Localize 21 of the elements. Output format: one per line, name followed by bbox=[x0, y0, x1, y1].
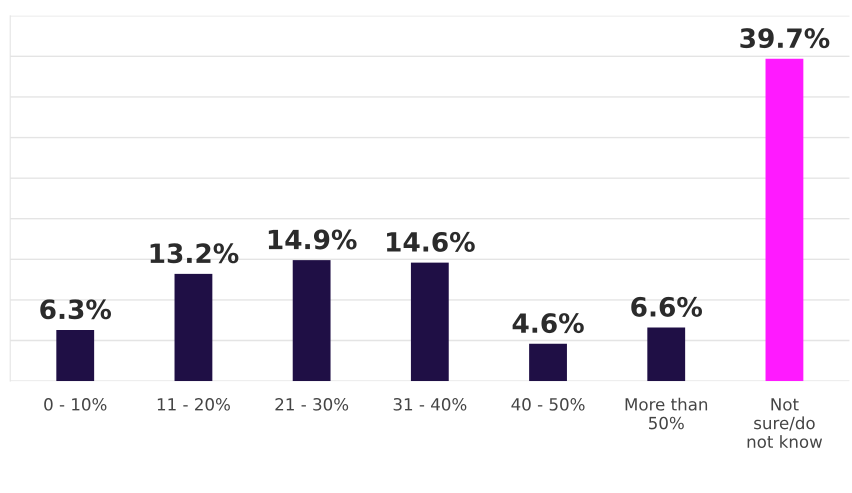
x-tick-label: 31 - 40% bbox=[394, 398, 466, 411]
bar bbox=[647, 328, 686, 382]
bar bbox=[529, 344, 567, 382]
bar bbox=[766, 58, 804, 382]
data-label: 6.6% bbox=[631, 296, 702, 317]
data-label: 13.2% bbox=[150, 243, 238, 264]
data-label: 39.7% bbox=[740, 28, 830, 48]
x-tick-label: Not sure/do not know bbox=[748, 398, 822, 448]
x-tick-label: 40 - 50% bbox=[511, 398, 585, 411]
bar bbox=[56, 330, 94, 382]
bar bbox=[410, 262, 449, 382]
data-label: 14.9% bbox=[268, 230, 357, 250]
data-label: 4.6% bbox=[512, 313, 584, 334]
bar bbox=[292, 260, 331, 382]
x-tick-label: 0 - 10% bbox=[44, 398, 106, 411]
x-tick-label: 21 - 30% bbox=[275, 398, 348, 411]
bar bbox=[174, 274, 212, 382]
data-label: 14.6% bbox=[387, 232, 475, 252]
data-label: 6.3% bbox=[40, 299, 111, 320]
x-tick-label: More than 50% bbox=[626, 398, 708, 430]
x-tick-label: 11 - 20% bbox=[158, 398, 230, 411]
